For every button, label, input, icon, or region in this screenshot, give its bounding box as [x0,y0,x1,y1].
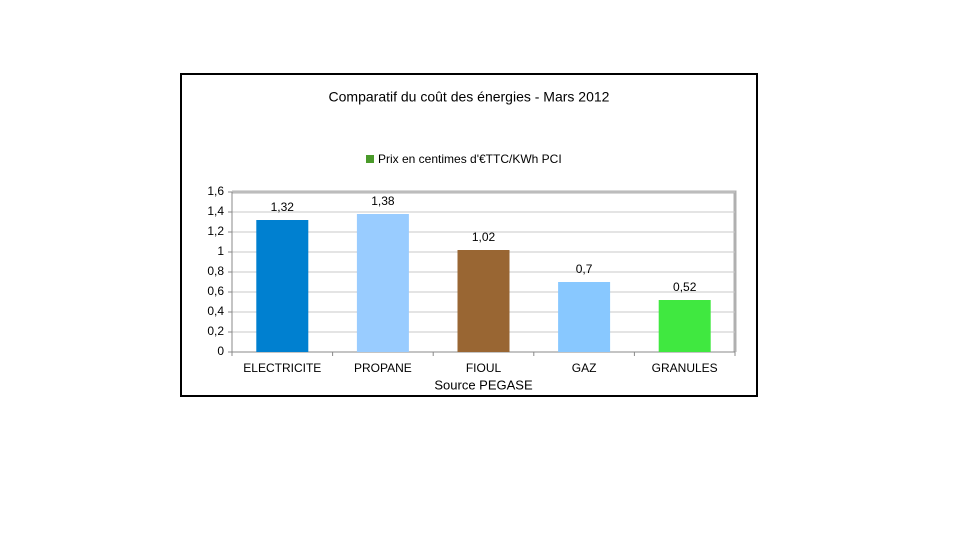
y-tick-label: 0,8 [207,264,224,278]
legend-swatch [366,155,374,163]
y-tick-label: 0,6 [207,284,224,298]
bar [558,282,611,352]
bar [658,300,711,352]
data-label: 0,7 [576,262,593,276]
data-label: 1,32 [271,200,295,214]
y-tick-label: 1 [217,244,224,258]
y-tick-label: 0,2 [207,324,224,338]
bar [457,250,510,352]
x-tick-label: PROPANE [354,361,412,375]
bar [256,220,309,352]
data-label: 1,38 [371,194,395,208]
y-tick-label: 0 [217,344,224,358]
x-tick-label: FIOUL [466,361,502,375]
chart-title: Comparatif du coût des énergies - Mars 2… [329,89,610,105]
x-tick-label: ELECTRICITE [243,361,321,375]
x-tick-label: GAZ [572,361,597,375]
x-axis-title: Source PEGASE [434,377,533,392]
data-label: 0,52 [673,280,697,294]
bar [356,214,409,352]
y-tick-label: 1,6 [207,184,224,198]
y-tick-label: 1,2 [207,224,224,238]
data-label: 1,02 [472,230,496,244]
x-tick-label: GRANULES [652,361,718,375]
legend-label: Prix en centimes d'€TTC/KWh PCI [378,152,562,166]
y-tick-label: 1,4 [207,204,224,218]
y-tick-label: 0,4 [207,304,224,318]
